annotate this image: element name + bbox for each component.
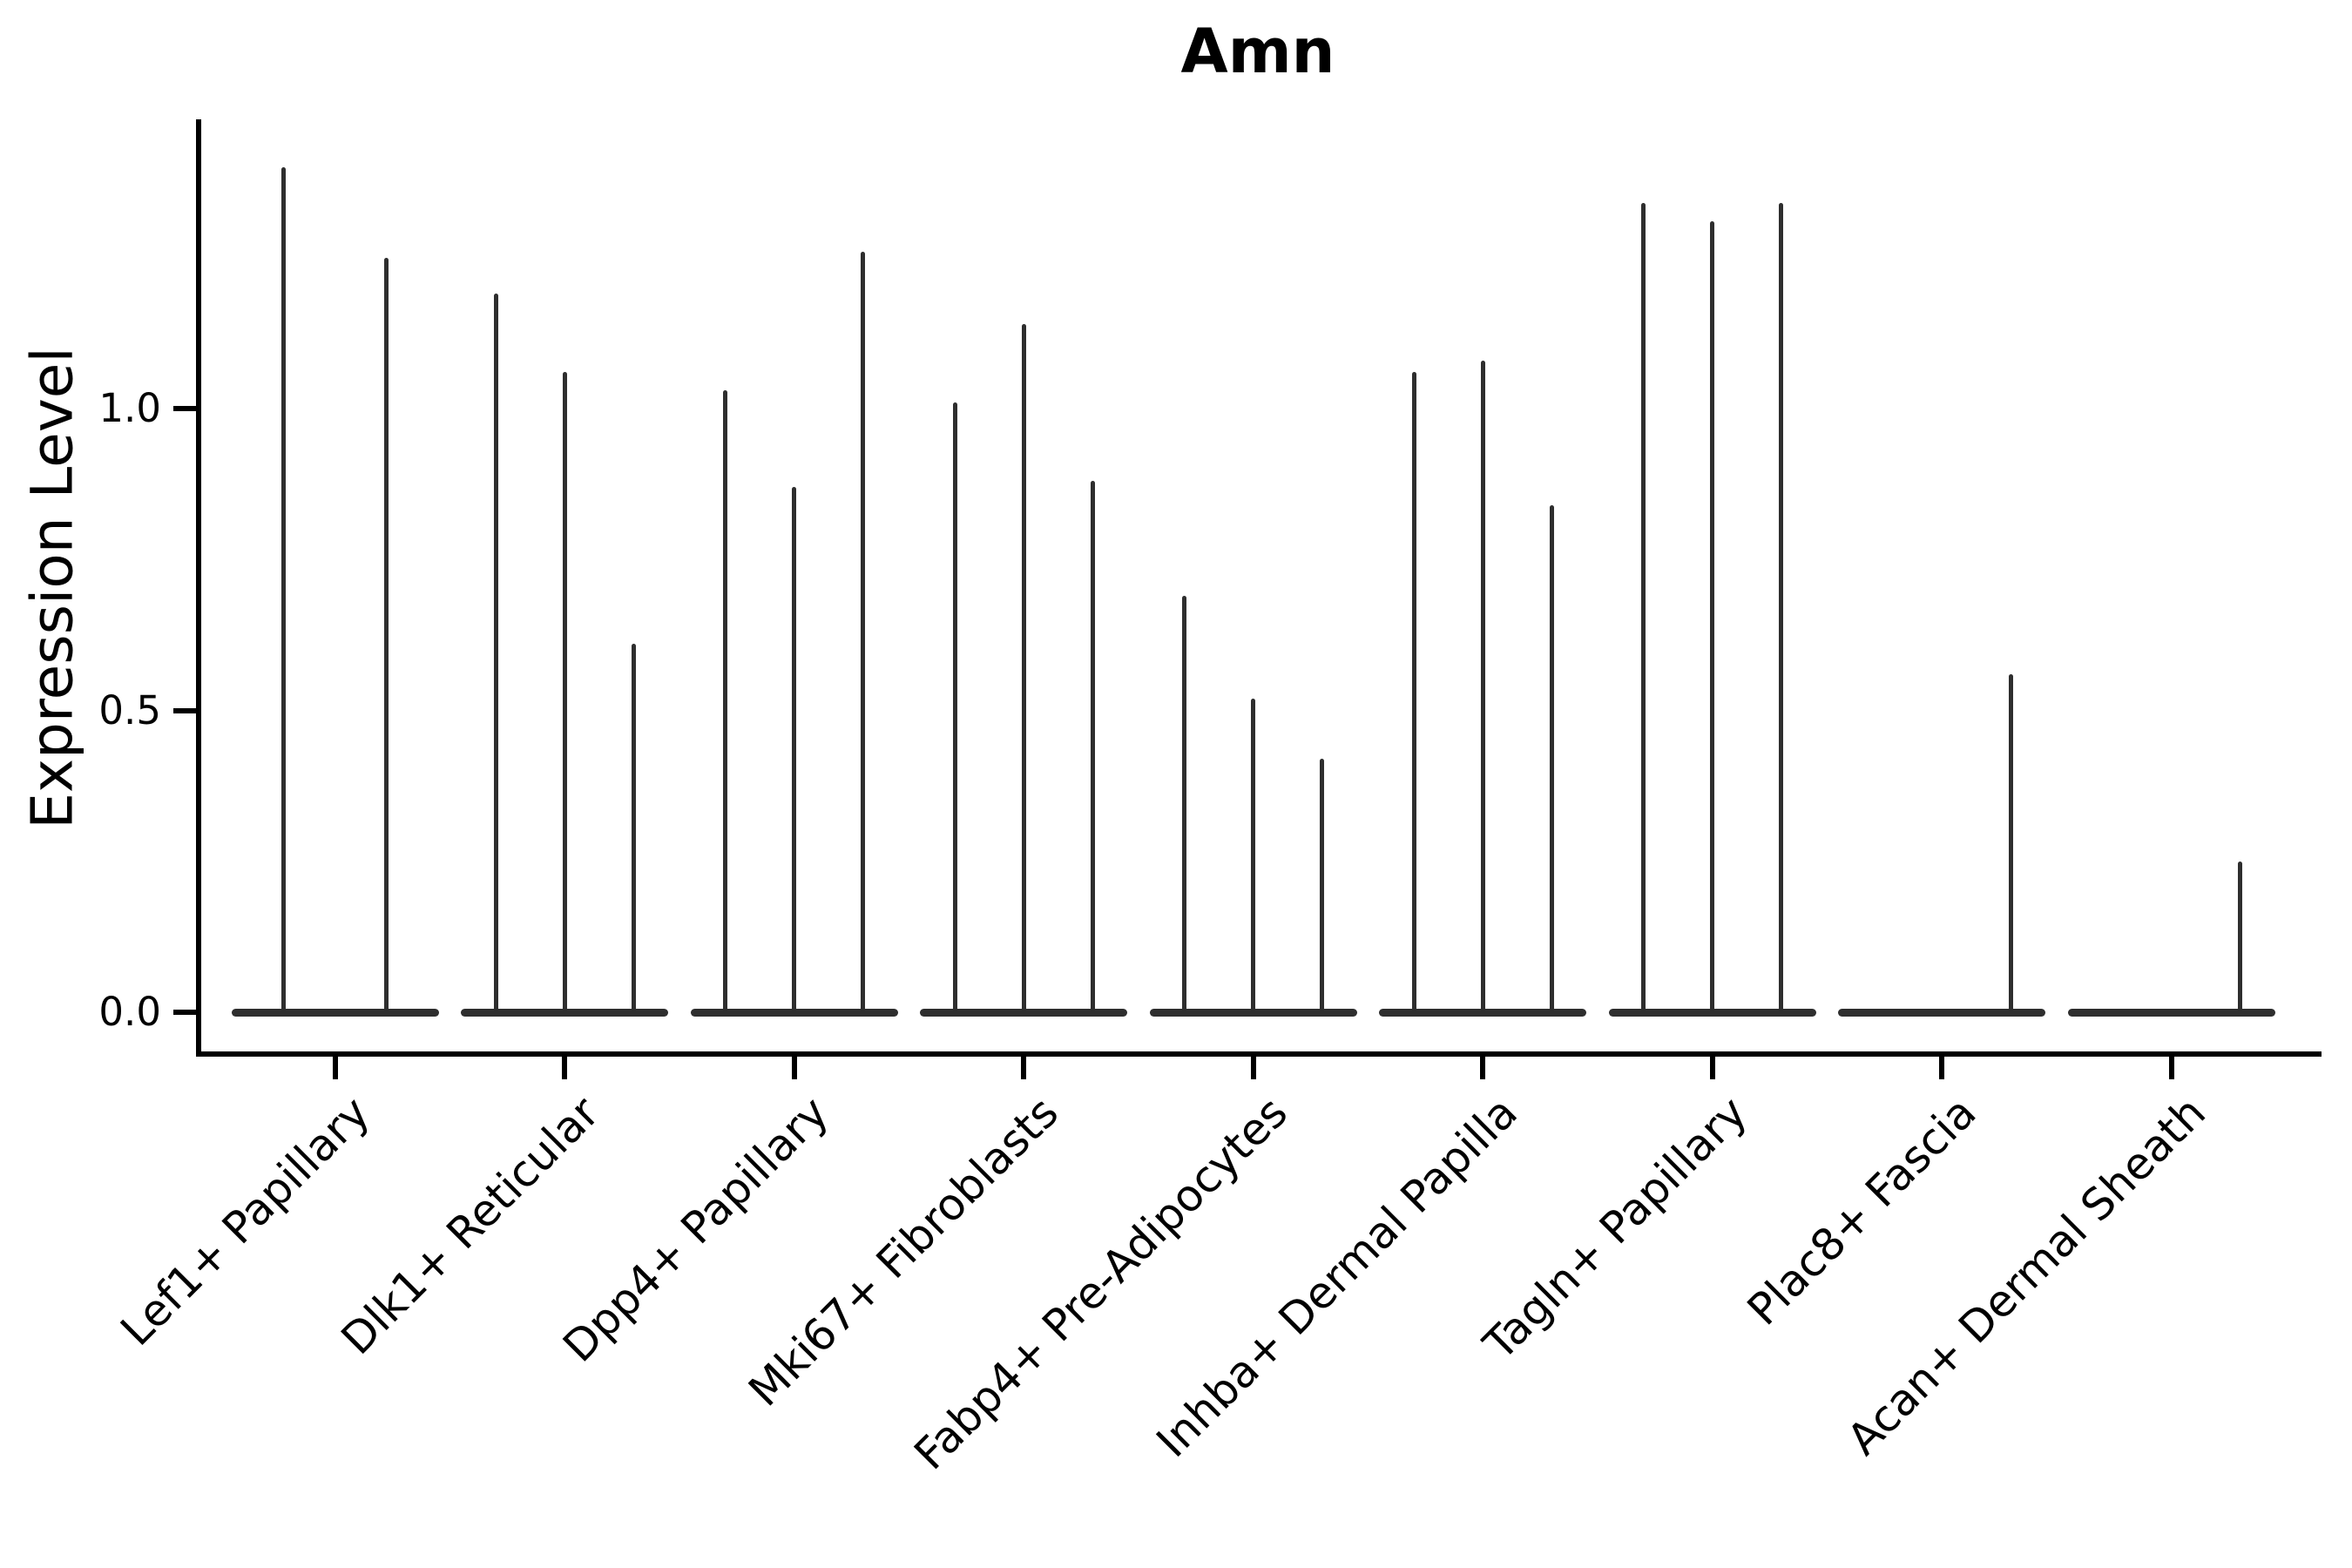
violin-spike [1549,504,1554,1014]
x-tick-mark [332,1057,338,1079]
x-tick-mark [2168,1057,2174,1079]
x-tick-label: Lef1+ Papillary [111,1086,380,1355]
violin-spike [1779,203,1783,1014]
y-tick-label: 0.0 [98,989,161,1035]
x-tick-mark [1250,1057,1256,1079]
violin-spike [562,372,567,1014]
violin-spike [631,644,636,1014]
violin-spike [2238,861,2242,1014]
y-tick-mark [173,406,196,411]
violin-spike [2008,673,2013,1014]
violin-spike [1641,203,1646,1014]
y-tick-mark [173,707,196,713]
violin-spike [1320,758,1324,1014]
x-tick-mark [1021,1057,1026,1079]
chart-title: Amn [1180,16,1335,87]
violin-spike [493,294,498,1014]
x-tick-mark [791,1057,797,1079]
y-tick-label: 1.0 [98,385,161,431]
violin-base [1838,1009,2045,1017]
violin-spike [280,166,286,1014]
violin-spike [1710,221,1714,1014]
violin-spike [792,487,796,1014]
x-tick-mark [562,1057,567,1079]
violin-spike [1182,595,1186,1014]
y-axis-spine [196,119,201,1057]
violin-spike [1090,481,1095,1014]
violin-spike [1021,323,1026,1014]
violin-spike [1411,372,1416,1014]
violin-spike [1480,360,1485,1014]
x-tick-mark [1939,1057,1944,1079]
x-tick-label: Dlk1+ Reticular [331,1086,609,1365]
violin-spike [1251,698,1255,1014]
violin-spike [861,251,865,1014]
x-tick-label: Plac8+ Fascia [1738,1086,1986,1335]
x-tick-mark [1480,1057,1485,1079]
x-tick-mark [1709,1057,1715,1079]
x-tick-label: Fabp4+ Pre-Adipocytes [904,1086,1298,1480]
violin-base [231,1009,439,1017]
violin-base [2067,1009,2275,1017]
y-tick-mark [173,1010,196,1015]
y-tick-label: 0.5 [98,686,161,733]
violin-spike [952,402,957,1014]
violin-spike [723,390,727,1014]
x-axis-spine [196,1051,2322,1057]
violin-spike [384,257,389,1014]
